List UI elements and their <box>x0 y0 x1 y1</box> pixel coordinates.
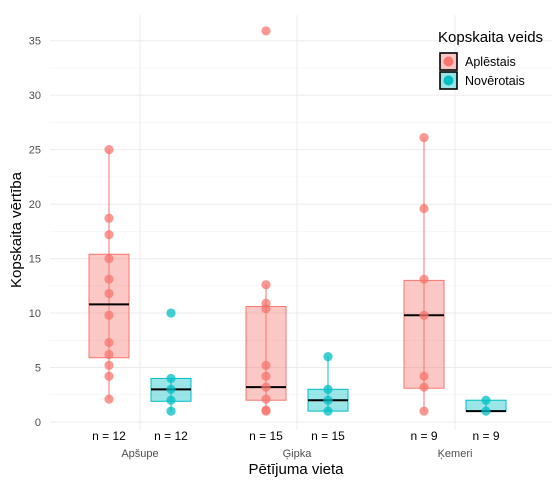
y-tick-label: 30 <box>29 90 41 102</box>
data-point <box>323 384 333 394</box>
data-point <box>104 145 114 155</box>
box-group <box>245 26 287 416</box>
n-label: n = 15 <box>311 429 345 443</box>
legend-entry: Novērotais <box>439 71 525 90</box>
data-point <box>104 371 114 381</box>
data-point <box>166 308 176 318</box>
data-point <box>104 253 114 264</box>
y-tick-label: 25 <box>29 145 41 157</box>
data-point <box>261 394 271 404</box>
legend-key-point <box>443 56 454 67</box>
data-point <box>261 360 271 370</box>
y-tick-label: 5 <box>35 363 41 375</box>
data-point <box>104 337 114 348</box>
data-point <box>323 406 333 416</box>
y-tick-label: 0 <box>35 417 41 429</box>
box-group <box>88 145 130 404</box>
legend-label: Aplēstais <box>465 55 516 69</box>
data-point <box>104 394 114 404</box>
y-axis-title: Kopskaita vērtība <box>8 171 25 288</box>
box-group <box>465 395 507 416</box>
box-group <box>403 133 445 416</box>
legend-label: Novērotais <box>465 74 525 88</box>
data-point <box>481 406 491 416</box>
data-point <box>323 395 333 405</box>
data-point <box>261 371 271 381</box>
data-point <box>419 406 429 416</box>
data-point <box>261 382 271 392</box>
data-point <box>166 406 176 416</box>
data-point <box>104 310 114 320</box>
data-point <box>104 288 114 299</box>
x-axis-ticks: n = 12 n = 15 n = 9 n = 12 n = 15 n = 9 Apšupe… <box>92 429 500 460</box>
data-point <box>419 382 429 392</box>
box-group <box>307 352 349 416</box>
data-point <box>419 133 429 143</box>
legend-entry: Aplēstais <box>439 52 516 71</box>
y-tick-label: 35 <box>29 36 41 48</box>
box-group <box>150 308 192 416</box>
n-label: n = 9 <box>410 429 437 443</box>
n-label: n = 12 <box>154 429 188 443</box>
data-point <box>419 310 429 320</box>
data-point <box>104 230 114 240</box>
legend: Kopskaita veids Aplēstais Novērotais <box>438 29 543 90</box>
data-point <box>104 349 114 360</box>
n-label: n = 15 <box>249 429 283 443</box>
data-point <box>323 352 333 362</box>
y-tick-label: 20 <box>29 199 41 211</box>
data-point <box>419 274 429 284</box>
box-plots <box>88 26 507 416</box>
data-point <box>419 203 429 214</box>
x-tick-label: Ģipka <box>283 448 313 460</box>
data-point <box>166 373 176 384</box>
data-point <box>104 213 114 223</box>
data-point <box>104 360 114 370</box>
data-point <box>261 304 271 314</box>
data-point <box>166 384 176 394</box>
data-point <box>104 274 114 284</box>
data-point <box>419 371 429 381</box>
data-point <box>261 26 271 36</box>
data-point <box>166 395 176 405</box>
n-label: n = 12 <box>92 429 126 443</box>
x-tick-label: Apšupe <box>121 448 158 460</box>
x-axis-title: Pētījuma vieta <box>248 461 344 478</box>
data-point <box>261 280 271 290</box>
n-label: n = 9 <box>472 429 499 443</box>
data-point <box>261 406 271 416</box>
y-tick-label: 15 <box>29 254 41 266</box>
legend-key-point <box>443 75 454 86</box>
x-tick-label: Ķemeri <box>438 448 473 460</box>
data-point <box>481 395 491 405</box>
legend-title: Kopskaita veids <box>438 29 543 46</box>
grid-lines <box>50 15 552 430</box>
y-axis-ticks: 0 5 10 15 20 25 30 35 <box>29 36 41 429</box>
y-tick-label: 10 <box>29 308 41 320</box>
